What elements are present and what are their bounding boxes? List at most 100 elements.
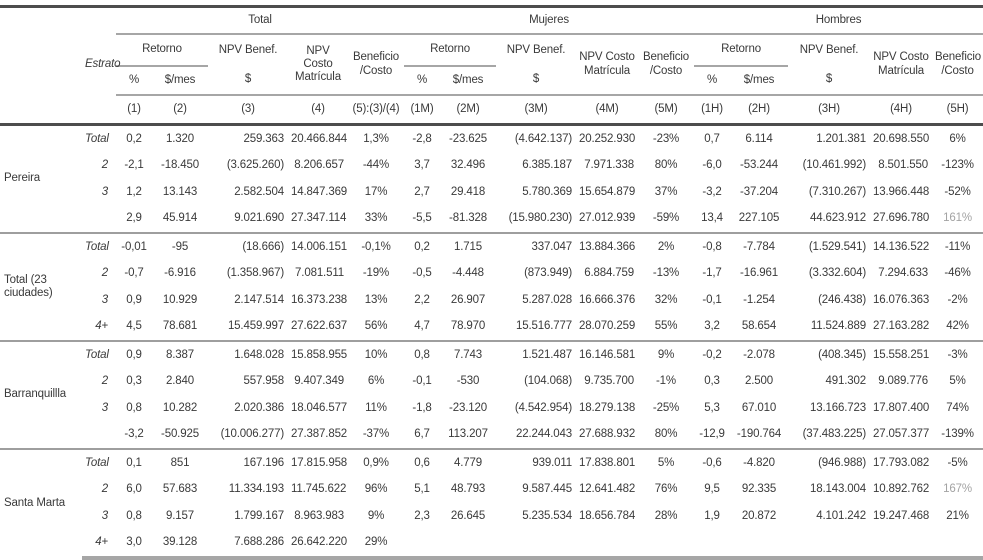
- value-cell: 167.196: [208, 448, 288, 477]
- table-row: 2 -0,7 -6.916 (1.358.967) 7.081.511 -19% -0,5 -…: [0, 261, 983, 288]
- value-cell: 4.779: [440, 448, 497, 477]
- mujeres-npv-benef-header: NPV Benef.: [506, 43, 566, 56]
- estrato-label: Total: [82, 448, 116, 477]
- value-cell: -5%: [932, 448, 983, 477]
- value-cell: 15.858.955: [288, 340, 348, 369]
- estrato-label: [82, 422, 116, 450]
- value-cell: 44.623.912: [809, 212, 867, 225]
- value-cell: -59%: [652, 212, 680, 225]
- value-cell: 9.157: [165, 509, 195, 522]
- value-cell: 20.698.550: [873, 132, 930, 145]
- value-cell: 17.807.400: [873, 401, 930, 414]
- total-unit-dollar: $: [208, 66, 288, 96]
- value-cell: 13%: [364, 293, 388, 306]
- value-cell: 17.838.801: [576, 448, 639, 477]
- col-num-4: (4): [288, 95, 348, 126]
- value-cell: -13%: [652, 267, 680, 280]
- value-cell: 10%: [348, 340, 405, 369]
- value-cell: 2,9: [126, 212, 142, 225]
- value-cell: -23.625: [449, 132, 487, 145]
- value-cell: 37%: [654, 185, 678, 198]
- value-cell: 6%: [367, 375, 385, 388]
- value-cell: 17%: [364, 185, 388, 198]
- column-number-row: (1) (2) (3) (4) (5):(3)/(4) (1M) (2M) (3…: [0, 95, 983, 126]
- value-cell: 161%: [943, 212, 972, 225]
- value-cell: -95: [152, 232, 208, 261]
- value-cell: 27.387.852: [291, 428, 348, 441]
- value-cell: 18.143.004: [809, 483, 867, 496]
- mujeres-benef-costo-header: Beneficio /Costo: [638, 34, 695, 96]
- table-row: 3 0,9 10.929 2.147.514 16.373.238 13% 2,2 26.90…: [0, 287, 983, 314]
- estrato-label: 3: [101, 509, 108, 522]
- value-cell: -4.448: [452, 267, 484, 280]
- estrato-label: 2: [101, 483, 108, 496]
- value-cell: (3.332.604): [808, 267, 867, 280]
- value-cell: 5.780.369: [522, 185, 573, 198]
- estrato-label: 3: [101, 293, 108, 306]
- estrato-label: 3: [101, 185, 108, 198]
- value-cell: 15.516.777: [515, 320, 573, 333]
- value-cell: 1,2: [126, 185, 142, 198]
- value-cell: 5%: [949, 375, 966, 388]
- value-cell: (246.438): [818, 293, 867, 306]
- value-cell: 17.815.958: [288, 448, 348, 477]
- value-cell: 55%: [654, 320, 678, 333]
- value-cell: 13.966.448: [873, 185, 930, 198]
- estrato-label: 2: [101, 375, 108, 388]
- returns-table: Total Mujeres Hombres Estrato Retorno NP…: [0, 5, 983, 560]
- estrato-label: Total: [85, 132, 109, 145]
- table-row: 2 0,3 2.840 557.958 9.407.349 6% -0,1 -530 (104.…: [0, 369, 983, 396]
- value-cell: 1.648.028: [208, 340, 288, 369]
- value-cell: 8.387: [152, 340, 208, 369]
- value-cell: 2.147.514: [234, 293, 284, 306]
- value-cell: 45.914: [162, 212, 198, 225]
- value-cell: (873.949): [524, 267, 573, 280]
- col-num-1m: (1M): [404, 95, 441, 126]
- value-cell: 19.247.468: [873, 509, 930, 522]
- col-num-5m: (5M): [638, 95, 695, 126]
- value-cell: 3,7: [414, 159, 430, 172]
- value-cell: 29.418: [450, 185, 486, 198]
- value-cell: 6.114: [745, 132, 773, 145]
- value-cell: 1,9: [704, 509, 720, 522]
- value-cell: 0,8: [404, 340, 441, 369]
- table-row: 3 0,8 10.282 2.020.386 18.046.577 11% -1,8 -23.…: [0, 395, 983, 422]
- value-cell: 11.334.193: [228, 483, 284, 496]
- table-body: Pereira Total 0,2 1.320 259.363 20.466.844 1,3…: [0, 125, 983, 560]
- value-cell: (7.310.267): [808, 185, 867, 198]
- value-cell: 9,5: [704, 483, 720, 496]
- value-cell: 2,3: [414, 509, 430, 522]
- value-cell: [694, 529, 731, 560]
- value-cell: 18.279.138: [579, 401, 636, 414]
- value-cell: -2%: [947, 293, 968, 306]
- value-cell: 10.929: [162, 293, 198, 306]
- value-cell: 5,1: [414, 483, 430, 496]
- value-cell: 27.622.637: [291, 320, 348, 333]
- col-num-3m: (3M): [496, 95, 577, 126]
- value-cell: -2.078: [730, 340, 789, 369]
- city-label: Santa Marta: [0, 448, 82, 558]
- value-cell: [932, 529, 983, 560]
- value-cell: 7.743: [440, 340, 497, 369]
- value-cell: 15.459.997: [227, 320, 284, 333]
- value-cell: 3,2: [704, 320, 720, 333]
- value-cell: 0,7: [704, 132, 720, 145]
- value-cell: [638, 529, 695, 560]
- hombres-unit-mes: $/mes: [730, 66, 789, 96]
- value-cell: -0,01: [116, 232, 152, 261]
- value-cell: 6.385.187: [522, 159, 573, 172]
- value-cell: 32.496: [450, 159, 486, 172]
- value-cell: 15.654.879: [579, 185, 636, 198]
- value-cell: 2,7: [414, 185, 430, 198]
- value-cell: 851: [152, 448, 208, 477]
- value-cell: 2.582.504: [234, 185, 284, 198]
- value-cell: 27.057.377: [873, 428, 930, 441]
- col-num-4m: (4M): [576, 95, 639, 126]
- value-cell: 16.373.238: [291, 293, 348, 306]
- total-unit-pct: %: [116, 66, 152, 96]
- value-cell: [788, 529, 871, 560]
- value-cell: 2,2: [414, 293, 430, 306]
- value-cell: 0,9%: [348, 448, 405, 477]
- value-cell: 0,1: [116, 448, 152, 477]
- table-row: 4+ 3,0 39.128 7.688.286 26.642.220 29%: [0, 529, 983, 560]
